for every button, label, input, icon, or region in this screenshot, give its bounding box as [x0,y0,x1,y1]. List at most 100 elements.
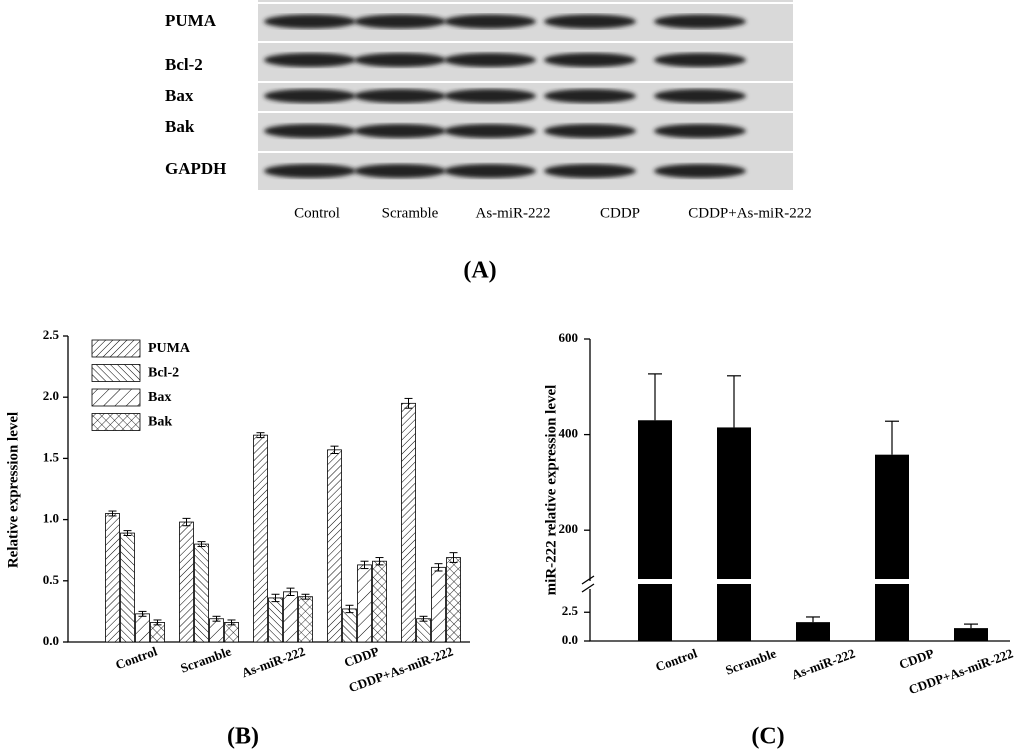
band [654,164,746,178]
error-bar [330,445,339,455]
legend-swatch [91,388,141,407]
y-tick-label: 2.5 [562,603,579,618]
band [544,14,636,29]
error-bar [271,593,280,603]
bar [342,608,357,643]
lane-label: CDDP+As-miR-222 [688,205,811,221]
bar [253,434,268,643]
axis-break-mark [581,583,595,593]
error-bar [434,563,443,572]
panel-label: (C) [751,724,784,750]
band [264,124,356,138]
error-bar [648,373,662,421]
legend-swatch [91,339,141,358]
protein-label: Bax [165,86,194,105]
y-tick-label: 1.0 [43,511,59,526]
bar [283,591,298,643]
x-tick-label: Scramble [178,643,233,675]
axis-break-gap [587,581,593,589]
band [654,14,746,29]
error-bar [182,517,191,527]
band [354,14,446,29]
y-tick-label: 200 [559,521,579,536]
legend-label: Bax [148,390,171,405]
y-axis-label: Relative expression level [5,412,21,568]
bar [268,597,283,643]
error-bar [301,593,310,600]
axis-break-mark [581,575,595,585]
band [544,89,636,103]
lane-label: As-miR-222 [476,205,551,221]
y-tick-label: 0.5 [43,572,60,587]
bar [875,454,909,641]
bar-break-gap [874,579,910,584]
error-bar [345,604,354,614]
error-bar [404,397,413,409]
legend-label: PUMA [148,341,191,356]
bar [372,560,387,643]
bar [179,521,194,643]
band [354,164,446,178]
band [444,164,536,178]
band [354,89,446,103]
y-tick-label: 0.0 [43,633,59,648]
band [654,89,746,103]
bar [431,566,446,643]
bar [401,402,416,643]
error-bar [964,623,978,629]
x-tick-label: CDDP [897,646,936,672]
bar [120,532,135,643]
y-tick-label: 2.5 [43,327,60,342]
x-tick-label: CDDP [342,644,381,670]
y-axis-label: miR-222 relative expression level [543,385,559,596]
error-bar [449,552,458,563]
protein-label: Bak [165,117,195,136]
band [264,164,356,178]
error-bar [727,375,741,428]
bar-break-gap [716,579,752,584]
bar [416,618,431,643]
bar [954,628,988,641]
x-tick-label: As-miR-222 [789,646,857,683]
bar [717,427,751,641]
bar [638,420,672,641]
band [444,89,536,103]
y-tick-label: 0.0 [562,632,578,647]
panel-label: (B) [227,724,259,750]
band [264,89,356,103]
band [544,53,636,67]
lane-label: Scramble [382,205,439,221]
x-tick-label: Control [653,645,699,674]
error-bar [138,610,147,617]
protein-label: GAPDH [165,159,226,178]
x-tick-label: As-miR-222 [239,644,307,681]
legend-swatch [91,364,141,382]
band [654,124,746,138]
bar-break-gap [637,579,673,584]
legend-label: Bak [148,415,172,430]
bar [209,618,224,643]
x-tick-label: Control [113,643,159,672]
error-bar [885,420,899,455]
error-bar [806,616,820,623]
error-bar [256,432,265,439]
protein-label: Bcl-2 [165,55,203,74]
error-bar [360,560,369,570]
error-bar [375,557,384,566]
bar [135,613,150,643]
error-bar [286,587,295,596]
legend-label: Bcl-2 [148,366,179,381]
bar [194,543,209,643]
band [544,124,636,138]
y-tick-label: 1.5 [43,449,60,464]
error-bar [197,541,206,548]
bar [298,596,313,643]
band [354,53,446,67]
legend-swatch [91,413,141,431]
band [544,164,636,178]
y-tick-label: 600 [559,330,579,345]
band [354,124,446,138]
lane-label: CDDP [600,205,640,221]
error-bar [108,510,117,517]
